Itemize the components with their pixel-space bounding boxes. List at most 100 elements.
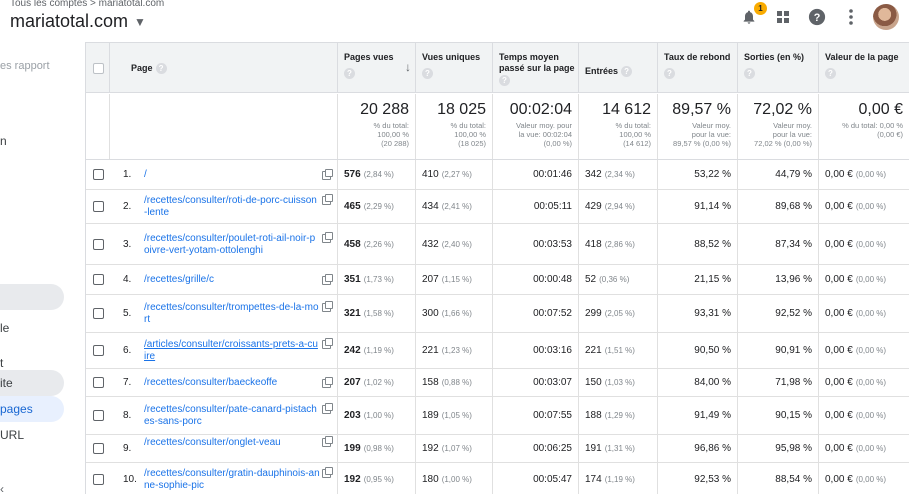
row-checkbox[interactable] bbox=[93, 474, 104, 485]
page-link[interactable]: /articles/consulter/croissants-prets-a-c… bbox=[144, 339, 318, 362]
table-cell: 203 (1,00 %) bbox=[338, 397, 416, 434]
table-cell: 207 (1,15 %) bbox=[416, 265, 493, 294]
page-link[interactable]: /recettes/consulter/poulet-roti-ail-noir… bbox=[144, 233, 316, 256]
col-value[interactable]: Valeur de la page ? bbox=[819, 43, 909, 92]
help-circle-icon[interactable]: ? bbox=[422, 68, 433, 79]
page-link[interactable]: /recettes/consulter/gratin-dauphinois-an… bbox=[144, 468, 320, 491]
col-avgtime-label: Temps moyen passé sur la page bbox=[499, 52, 575, 73]
sort-arrow-down-icon[interactable]: ↓ bbox=[405, 60, 411, 74]
row-checkbox[interactable] bbox=[93, 345, 104, 356]
page-link[interactable]: /recettes/consulter/onglet-veau bbox=[144, 437, 281, 448]
help-circle-icon[interactable]: ? bbox=[155, 63, 167, 75]
sidebar-item-6[interactable]: pages bbox=[0, 396, 64, 422]
sidebar-item-3[interactable]: le bbox=[0, 321, 10, 335]
open-in-new-icon[interactable] bbox=[322, 338, 333, 349]
open-in-new-icon[interactable] bbox=[322, 403, 333, 414]
help-circle-icon[interactable]: ? bbox=[344, 68, 355, 79]
notifications-icon[interactable]: 1 bbox=[739, 2, 767, 27]
page-link[interactable]: /recettes/consulter/roti-de-porc-cuisson… bbox=[144, 195, 317, 218]
open-in-new-icon[interactable] bbox=[322, 301, 333, 312]
metric-pct: (0,88 %) bbox=[441, 378, 472, 387]
col-unique-label: Vues uniques bbox=[422, 52, 481, 62]
metric-pct: (0,00 %) bbox=[855, 346, 887, 355]
table-cell: 88,52 % bbox=[658, 224, 738, 264]
row-checkbox[interactable] bbox=[93, 239, 104, 250]
col-bounce[interactable]: Taux de rebond ? bbox=[658, 43, 738, 92]
metric-pct: (1,05 %) bbox=[441, 411, 472, 420]
help-circle-icon[interactable]: ? bbox=[621, 66, 633, 78]
open-in-new-icon[interactable] bbox=[322, 169, 333, 180]
metric-main: 429 bbox=[585, 201, 602, 212]
metric-main: 434 bbox=[422, 201, 439, 212]
collapse-chevron-icon[interactable]: ‹ bbox=[0, 482, 4, 494]
row-checkbox[interactable] bbox=[93, 377, 104, 388]
totals-spacer bbox=[110, 94, 338, 159]
total-sub: Valeur moy. pour bbox=[516, 121, 572, 130]
metric-value: 458 (2,26 %) bbox=[344, 239, 394, 250]
select-all-checkbox[interactable] bbox=[93, 63, 104, 74]
more-vert-icon[interactable] bbox=[841, 7, 861, 27]
col-exits[interactable]: Sorties (en %) ? bbox=[738, 43, 819, 92]
page-link[interactable]: /recettes/consulter/trompettes-de-la-mor… bbox=[144, 302, 319, 325]
breadcrumb[interactable]: Tous les comptes > mariatotal.com bbox=[10, 0, 165, 9]
metric-value: 199 (0,98 %) bbox=[344, 443, 394, 454]
open-in-new-icon[interactable] bbox=[322, 274, 333, 285]
property-name[interactable]: mariatotal.com bbox=[10, 11, 129, 31]
table-cell: 221 (1,51 %) bbox=[579, 333, 658, 368]
total-value: 0,00 € bbox=[858, 101, 903, 118]
page-link[interactable]: /recettes/grille/c bbox=[144, 274, 215, 285]
help-circle-icon[interactable]: ? bbox=[664, 68, 675, 79]
metric-value: 192 (0,95 %) bbox=[344, 474, 394, 485]
open-in-new-icon[interactable] bbox=[322, 232, 333, 243]
table-cell: 199 (0,98 %) bbox=[338, 435, 416, 462]
row-checkbox[interactable] bbox=[93, 443, 104, 454]
row-checkbox[interactable] bbox=[93, 308, 104, 319]
help-icon[interactable]: ? bbox=[807, 7, 827, 27]
col-entries[interactable]: Entrées? bbox=[579, 43, 658, 92]
help-circle-icon[interactable]: ? bbox=[825, 68, 836, 79]
caret-down-icon[interactable]: ▼ bbox=[134, 14, 146, 29]
row-checkbox[interactable] bbox=[93, 169, 104, 180]
metric-pct: (2,41 %) bbox=[441, 202, 472, 211]
open-in-new-icon[interactable] bbox=[322, 194, 333, 205]
avatar[interactable] bbox=[873, 4, 899, 30]
sidebar-item-0[interactable]: es rapport bbox=[0, 60, 50, 72]
page-link[interactable]: /recettes/consulter/baeckeoffe bbox=[144, 377, 278, 388]
page-link[interactable]: / bbox=[144, 169, 147, 180]
row-checkbox[interactable] bbox=[93, 274, 104, 285]
sidebar-item-7[interactable]: URL bbox=[0, 428, 25, 442]
table-row: 4. /recettes/grille/c 351 (1,73 %) 207 (1,15 … bbox=[86, 265, 909, 295]
metric-value: 52 (0,36 %) bbox=[585, 274, 629, 285]
open-in-new-icon[interactable] bbox=[322, 436, 333, 447]
metric-main: 180 bbox=[422, 474, 439, 485]
metric-pct: (1,51 %) bbox=[604, 346, 635, 355]
help-circle-icon[interactable]: ? bbox=[499, 75, 510, 86]
metric-value: 300 (1,66 %) bbox=[422, 308, 472, 319]
apps-grid-icon[interactable] bbox=[773, 7, 793, 27]
col-page[interactable]: Page? bbox=[110, 43, 338, 92]
total-sub: (14 612) bbox=[623, 139, 651, 148]
row-checkbox[interactable] bbox=[93, 201, 104, 212]
metric-value: 89,68 % bbox=[775, 201, 812, 212]
help-circle-icon[interactable]: ? bbox=[744, 68, 755, 79]
metric-value: 90,91 % bbox=[775, 345, 812, 356]
col-pageviews[interactable]: Pages vues ? ↓ bbox=[338, 43, 416, 92]
open-in-new-icon[interactable] bbox=[322, 377, 333, 388]
col-unique[interactable]: Vues uniques ? bbox=[416, 43, 493, 92]
property-selector[interactable]: mariatotal.com ▼ bbox=[10, 11, 146, 32]
sidebar-item-5[interactable]: ite bbox=[0, 370, 64, 396]
sidebar-item-1[interactable]: n bbox=[0, 134, 7, 148]
sidebar-item-4[interactable]: t bbox=[0, 356, 4, 370]
table-cell: 00:07:55 bbox=[493, 397, 579, 434]
row-index: 2. bbox=[123, 201, 132, 212]
page-link[interactable]: /recettes/consulter/pate-canard-pistache… bbox=[144, 404, 317, 427]
col-avgtime[interactable]: Temps moyen passé sur la page ? bbox=[493, 43, 579, 92]
metric-pct: (1,00 %) bbox=[363, 411, 394, 420]
open-in-new-icon[interactable] bbox=[322, 467, 333, 478]
sidebar-item-2[interactable] bbox=[0, 284, 64, 310]
sidebar-item-5-label: ite bbox=[0, 376, 13, 390]
row-checkbox[interactable] bbox=[93, 410, 104, 421]
table-cell: 351 (1,73 %) bbox=[338, 265, 416, 294]
table-cell: 0,00 € (0,00 %) bbox=[819, 295, 909, 332]
